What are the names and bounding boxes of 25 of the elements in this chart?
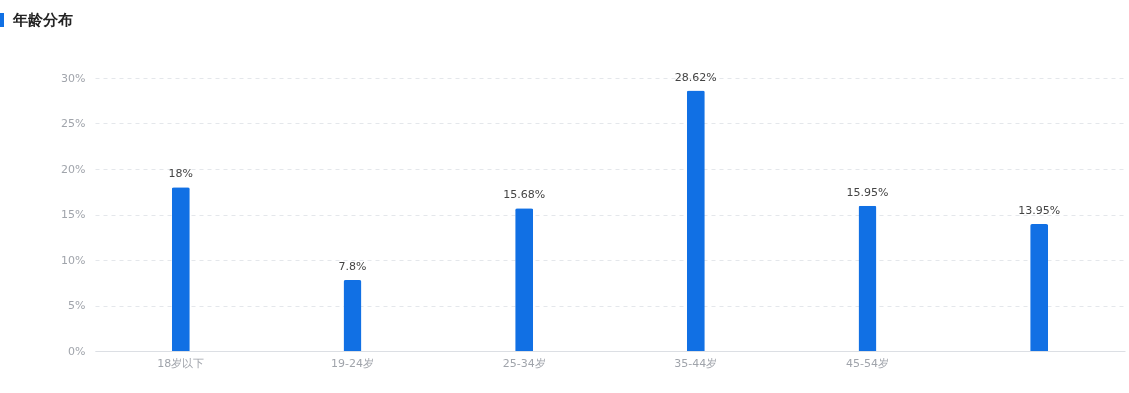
data-label: 18% (168, 167, 194, 181)
bar (171, 187, 190, 351)
x-tick-label: 19-24岁 (331, 356, 374, 370)
chart-title: 年龄分布 (13, 10, 73, 30)
bar (858, 205, 877, 351)
data-label: 13.95% (1018, 204, 1061, 218)
data-label: 7.8% (338, 260, 367, 274)
bar (343, 280, 362, 351)
y-tick-label: 30% (61, 71, 86, 85)
bar (686, 90, 705, 351)
data-label: 28.62% (674, 70, 717, 84)
bar (1030, 224, 1049, 351)
data-label: 15.95% (846, 185, 889, 199)
data-label: 15.68% (503, 188, 546, 202)
y-tick-label: 20% (61, 162, 86, 176)
y-tick-label: 0% (68, 344, 86, 358)
x-tick-label: 35-44岁 (674, 356, 718, 370)
x-tick-label: 45-54岁 (846, 356, 889, 370)
y-tick-label: 25% (61, 117, 86, 130)
y-tick-label: 10% (61, 253, 86, 267)
y-tick-label: 15% (61, 208, 86, 221)
bar (515, 208, 534, 351)
x-tick-label: 18岁以下 (157, 356, 205, 370)
x-tick-label: 25-34岁 (502, 356, 546, 370)
y-tick-label: 5% (68, 299, 86, 312)
